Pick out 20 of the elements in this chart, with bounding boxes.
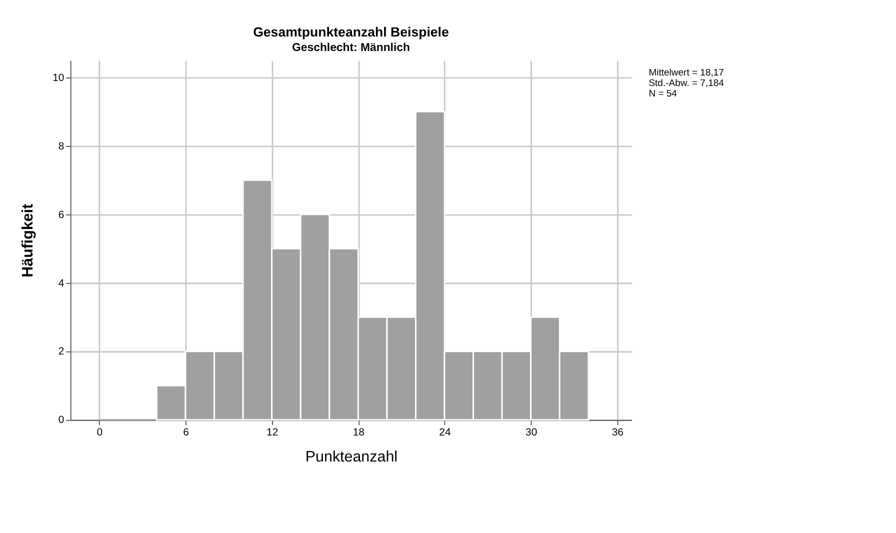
- x-tick-label: 0: [96, 428, 103, 439]
- chart-title: Gesamtpunkteanzahl Beispiele: [253, 24, 449, 40]
- x-tick-label: 24: [439, 428, 451, 439]
- x-tick-label: 30: [526, 428, 538, 439]
- x-axis-title: Punkteanzahl: [305, 448, 398, 466]
- x-tick-label: 12: [266, 428, 278, 439]
- text: N = 54: [648, 88, 677, 100]
- y-tick-label: 10: [52, 72, 64, 84]
- y-tick-label: 6: [58, 210, 64, 221]
- y-axis-title: Häufigkeit: [20, 204, 37, 278]
- chart-subtitle: Geschlecht: Männlich: [292, 42, 410, 54]
- x-tick-label: 6: [183, 428, 190, 439]
- y-tick-label: 4: [58, 278, 64, 290]
- x-tick-label: 36: [612, 428, 624, 439]
- x-tick-label: 18: [352, 428, 365, 439]
- y-tick-label: 2: [58, 346, 64, 358]
- y-tick-label: 8: [58, 141, 64, 152]
- y-tick-label: 0: [58, 415, 64, 426]
- text: Mittelwert = 18,17: [648, 68, 724, 79]
- text: Std.-Abw. = 7,184: [648, 78, 724, 90]
